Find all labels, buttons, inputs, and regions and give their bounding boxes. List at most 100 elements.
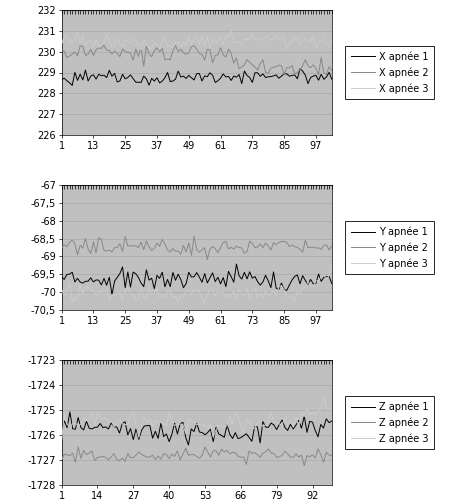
Line: Z apnée 3: Z apnée 3 [62,396,332,440]
X apnée 1 [59,76,64,82]
Z apnée 2 [274,454,280,460]
Line: X apnée 2: X apnée 2 [62,45,332,75]
Y apnée 1 [329,280,335,286]
Y apnée 3 [218,291,223,297]
Line: Y apnée 2: Y apnée 2 [62,236,332,260]
Z apnée 3 [194,422,200,428]
Z apnée 1 [186,442,191,448]
Y apnée 1 [136,274,141,280]
Y apnée 3 [305,279,311,285]
X apnée 1 [316,77,321,83]
Y apnée 1 [109,292,115,298]
X apnée 2 [218,44,223,51]
X apnée 2 [308,64,313,70]
Y apnée 3 [202,300,208,306]
X apnée 1 [69,82,75,88]
X apnée 3 [310,33,316,39]
Y apnée 2 [191,234,197,239]
Z apnée 1 [67,409,73,415]
Z apnée 3 [271,420,277,426]
Z apnée 2 [125,450,131,456]
X apnée 2 [305,63,311,69]
Z apnée 1 [276,422,282,428]
X apnée 3 [316,40,321,46]
X apnée 2 [136,54,141,60]
Z apnée 1 [59,427,64,433]
Line: Z apnée 1: Z apnée 1 [62,412,332,445]
Line: Y apnée 1: Y apnée 1 [62,264,332,294]
Y apnée 2 [220,240,226,246]
Z apnée 3 [321,393,327,399]
Z apnée 3 [329,408,335,414]
Z apnée 3 [141,414,147,420]
Y apnée 1 [59,274,64,280]
Line: Z apnée 2: Z apnée 2 [62,447,332,466]
X apnée 2 [329,68,335,73]
X apnée 2 [316,72,321,78]
Z apnée 2 [75,444,81,450]
X apnée 1 [308,74,313,80]
X apnée 1 [302,72,308,78]
Legend: X apnée 1, X apnée 2, X apnée 3: X apnée 1, X apnée 2, X apnée 3 [345,46,434,100]
X apnée 2 [300,62,306,68]
Y apnée 3 [329,262,335,268]
Line: X apnée 3: X apnée 3 [62,31,332,50]
Y apnée 2 [310,244,316,250]
X apnée 2 [101,42,107,48]
X apnée 1 [136,79,141,85]
X apnée 2 [59,46,64,52]
Z apnée 2 [197,455,202,461]
Y apnée 2 [204,256,210,262]
X apnée 2 [313,65,319,71]
Y apnée 3 [59,286,64,292]
X apnée 3 [133,38,138,44]
Z apnée 1 [200,430,205,436]
Z apnée 3 [59,438,64,444]
Z apnée 1 [329,418,335,424]
X apnée 3 [138,47,144,53]
Y apnée 1 [308,276,313,282]
X apnée 3 [218,35,223,41]
Z apnée 2 [59,456,64,462]
Legend: Z apnée 1, Z apnée 2, Z apnée 3: Z apnée 1, Z apnée 2, Z apnée 3 [345,396,434,450]
X apnée 3 [228,28,234,34]
Y apnée 1 [310,281,316,287]
Z apnée 1 [133,426,139,432]
Y apnée 2 [133,242,138,248]
Y apnée 2 [302,238,308,244]
X apnée 3 [59,41,64,47]
Line: X apnée 1: X apnée 1 [62,68,332,86]
Z apnée 2 [301,462,307,468]
X apnée 3 [302,36,308,42]
Z apnée 2 [329,452,335,458]
Y apnée 1 [234,261,239,267]
Line: Y apnée 3: Y apnée 3 [62,264,332,304]
Y apnée 3 [300,286,306,292]
X apnée 1 [218,75,223,81]
Z apnée 1 [144,422,150,428]
Y apnée 1 [302,278,308,283]
Y apnée 2 [329,243,335,249]
Legend: Y apnée 1, Y apnée 2, Y apnée 3: Y apnée 1, Y apnée 2, Y apnée 3 [345,220,434,274]
Z apnée 2 [205,449,210,455]
Z apnée 3 [130,408,136,414]
Y apnée 2 [316,245,321,251]
X apnée 1 [329,76,335,82]
Y apnée 1 [218,281,223,287]
Z apnée 1 [208,426,213,432]
X apnée 1 [310,73,316,79]
Y apnée 3 [133,298,138,304]
Y apnée 2 [308,244,313,250]
X apnée 1 [297,66,303,71]
Z apnée 3 [202,424,208,430]
X apnée 3 [329,36,335,42]
Y apnée 2 [59,245,64,251]
Z apnée 1 [125,432,131,438]
Y apnée 3 [313,278,319,284]
Z apnée 2 [144,454,150,460]
X apnée 3 [308,39,313,45]
Z apnée 2 [133,452,139,458]
Y apnée 3 [308,282,313,288]
Z apnée 3 [122,422,128,428]
Y apnée 1 [316,271,321,277]
